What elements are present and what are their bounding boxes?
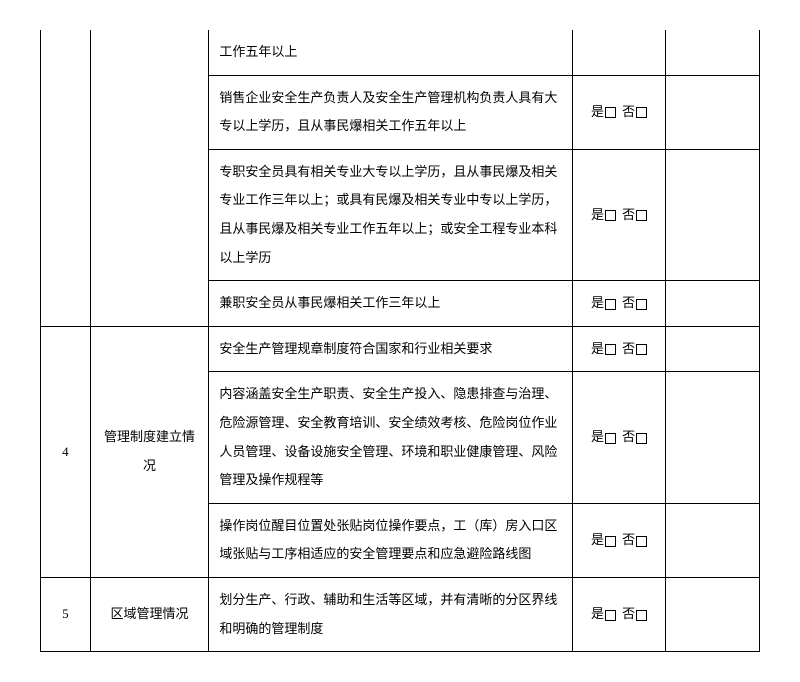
assessment-table: 工作五年以上销售企业安全生产负责人及安全生产管理机构负责人具有大专以上学历，且从… bbox=[40, 30, 760, 652]
row-description: 专职安全员具有相关专业大专以上学历，且从事民爆及相关专业工作三年以上；或具有民爆… bbox=[209, 149, 572, 280]
row-note bbox=[666, 372, 760, 503]
row-description: 操作岗位醒目位置处张贴岗位操作要点，工（库）房入口区域张贴与工序相适应的安全管理… bbox=[209, 503, 572, 577]
checkbox-yes[interactable] bbox=[605, 536, 616, 547]
row-description: 销售企业安全生产负责人及安全生产管理机构负责人具有大专以上学历，且从事民爆相关工… bbox=[209, 75, 572, 149]
row-note bbox=[666, 577, 760, 651]
checkbox-no[interactable] bbox=[636, 210, 647, 221]
row-check: 是否 bbox=[572, 75, 666, 149]
row-description: 兼职安全员从事民爆相关工作三年以上 bbox=[209, 281, 572, 327]
row-check: 是否 bbox=[572, 503, 666, 577]
row-description: 内容涵盖安全生产职责、安全生产投入、隐患排查与治理、危险源管理、安全教育培训、安… bbox=[209, 372, 572, 503]
row-description: 安全生产管理规章制度符合国家和行业相关要求 bbox=[209, 326, 572, 372]
row-note bbox=[666, 149, 760, 280]
row-category: 区域管理情况 bbox=[90, 577, 209, 651]
checkbox-yes[interactable] bbox=[605, 107, 616, 118]
checkbox-yes[interactable] bbox=[605, 433, 616, 444]
row-category bbox=[90, 30, 209, 326]
row-note bbox=[666, 75, 760, 149]
row-note bbox=[666, 326, 760, 372]
checkbox-no[interactable] bbox=[636, 536, 647, 547]
row-description: 划分生产、行政、辅助和生活等区域，并有清晰的分区界线和明确的管理制度 bbox=[209, 577, 572, 651]
row-check: 是否 bbox=[572, 577, 666, 651]
checkbox-no[interactable] bbox=[636, 107, 647, 118]
row-index bbox=[41, 30, 91, 326]
row-note bbox=[666, 30, 760, 75]
row-check bbox=[572, 30, 666, 75]
checkbox-no[interactable] bbox=[636, 610, 647, 621]
row-note bbox=[666, 503, 760, 577]
row-description: 工作五年以上 bbox=[209, 30, 572, 75]
row-check: 是否 bbox=[572, 372, 666, 503]
row-index: 5 bbox=[41, 577, 91, 651]
checkbox-yes[interactable] bbox=[605, 299, 616, 310]
row-check: 是否 bbox=[572, 149, 666, 280]
row-index: 4 bbox=[41, 326, 91, 577]
checkbox-no[interactable] bbox=[636, 433, 647, 444]
checkbox-no[interactable] bbox=[636, 299, 647, 310]
row-category: 管理制度建立情况 bbox=[90, 326, 209, 577]
checkbox-yes[interactable] bbox=[605, 610, 616, 621]
checkbox-no[interactable] bbox=[636, 344, 647, 355]
row-check: 是否 bbox=[572, 281, 666, 327]
row-check: 是否 bbox=[572, 326, 666, 372]
checkbox-yes[interactable] bbox=[605, 210, 616, 221]
row-note bbox=[666, 281, 760, 327]
checkbox-yes[interactable] bbox=[605, 344, 616, 355]
